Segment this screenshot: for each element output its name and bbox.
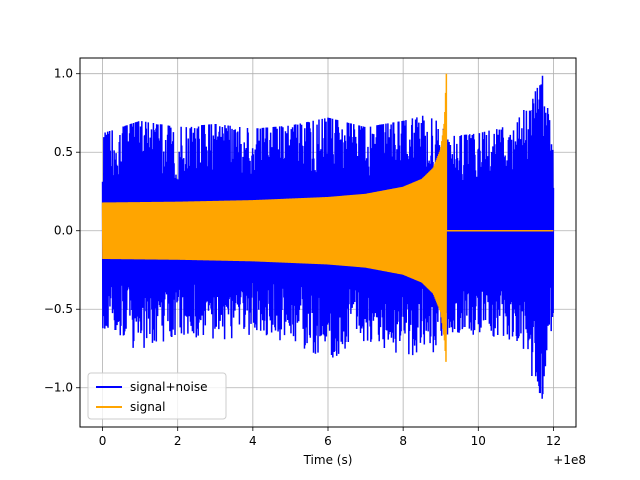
plot-area <box>101 73 555 399</box>
y-tick-label: −0.5 <box>44 302 73 316</box>
x-tick-label: 10 <box>471 434 486 448</box>
y-tick-label: −1.0 <box>44 381 73 395</box>
series-signal-noise-line <box>101 75 555 399</box>
x-offset-label: +1e8 <box>553 453 586 467</box>
x-tick-label: 2 <box>174 434 182 448</box>
legend-box <box>87 372 227 420</box>
y-tick-label: 1.0 <box>54 67 73 81</box>
x-tick-label: 4 <box>249 434 257 448</box>
y-tick-label: 0.0 <box>54 224 73 238</box>
series-signal-line <box>101 73 554 362</box>
legend-label: signal+noise <box>130 380 207 394</box>
x-axis: 0 2 4 6 8 10 12 <box>99 427 561 448</box>
x-tick-label: 0 <box>99 434 107 448</box>
y-tick-label: 0.5 <box>54 145 73 159</box>
x-tick-label: 6 <box>324 434 332 448</box>
x-tick-label: 8 <box>399 434 407 448</box>
x-axis-label: Time (s) <box>303 453 353 467</box>
legend: signal+noise signal <box>87 372 227 420</box>
x-tick-label: 12 <box>546 434 561 448</box>
legend-label: signal <box>130 400 166 414</box>
y-axis: −1.0 −0.5 0.0 0.5 1.0 <box>44 67 80 395</box>
